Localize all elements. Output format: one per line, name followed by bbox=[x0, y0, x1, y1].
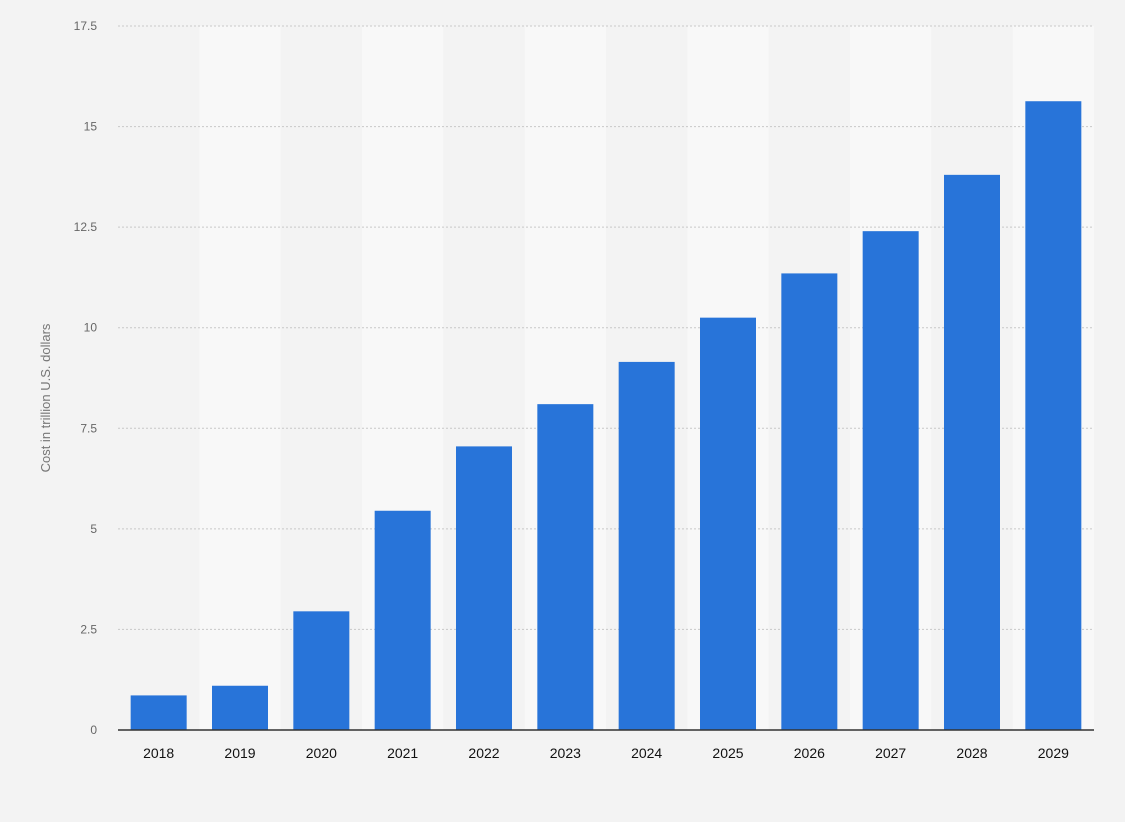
bar-2022[interactable] bbox=[456, 446, 512, 730]
x-tick-label: 2026 bbox=[794, 745, 825, 761]
x-tick-label: 2024 bbox=[631, 745, 662, 761]
bars bbox=[130, 101, 1082, 731]
bar-2026[interactable] bbox=[781, 273, 838, 730]
x-tick-label: 2019 bbox=[224, 745, 255, 761]
y-tick-label: 0 bbox=[90, 723, 97, 737]
x-tick-label: 2022 bbox=[468, 745, 499, 761]
y-tick-label: 10 bbox=[84, 321, 98, 335]
bar-2018[interactable] bbox=[130, 695, 187, 730]
y-tick-label: 17.5 bbox=[74, 19, 98, 33]
x-tick-label: 2027 bbox=[875, 745, 906, 761]
x-tick-label: 2021 bbox=[387, 745, 418, 761]
x-tick-label: 2025 bbox=[712, 745, 743, 761]
x-tick-label: 2028 bbox=[956, 745, 987, 761]
bar-2023[interactable] bbox=[537, 404, 594, 730]
y-tick-label: 2.5 bbox=[80, 622, 97, 636]
bar-2029[interactable] bbox=[1025, 101, 1082, 731]
bar-2024[interactable] bbox=[618, 361, 675, 730]
y-axis-ticks: 0 2.5 5 7.5 10 12.5 15 17.5 bbox=[74, 19, 98, 737]
x-tick-label: 2029 bbox=[1038, 745, 1069, 761]
y-tick-label: 12.5 bbox=[74, 220, 98, 234]
bar-2028[interactable] bbox=[944, 174, 1000, 731]
y-tick-label: 15 bbox=[84, 120, 98, 134]
bar-2021[interactable] bbox=[374, 510, 431, 730]
bar-2025[interactable] bbox=[700, 317, 756, 730]
background-band bbox=[199, 26, 281, 730]
bar-2027[interactable] bbox=[862, 231, 919, 730]
y-axis-title: Cost in trillion U.S. dollars bbox=[38, 323, 53, 472]
bar-2019[interactable] bbox=[212, 685, 268, 730]
bar-2020[interactable] bbox=[293, 611, 350, 730]
y-tick-label: 5 bbox=[90, 522, 97, 536]
x-axis-ticks: 2018 2019 2020 2021 2022 2023 2024 2025 2026 2027… bbox=[143, 745, 1069, 761]
y-tick-label: 7.5 bbox=[80, 421, 97, 435]
x-tick-label: 2020 bbox=[306, 745, 337, 761]
x-tick-label: 2023 bbox=[550, 745, 581, 761]
gridlines bbox=[118, 25, 1094, 630]
x-tick-label: 2018 bbox=[143, 745, 174, 761]
